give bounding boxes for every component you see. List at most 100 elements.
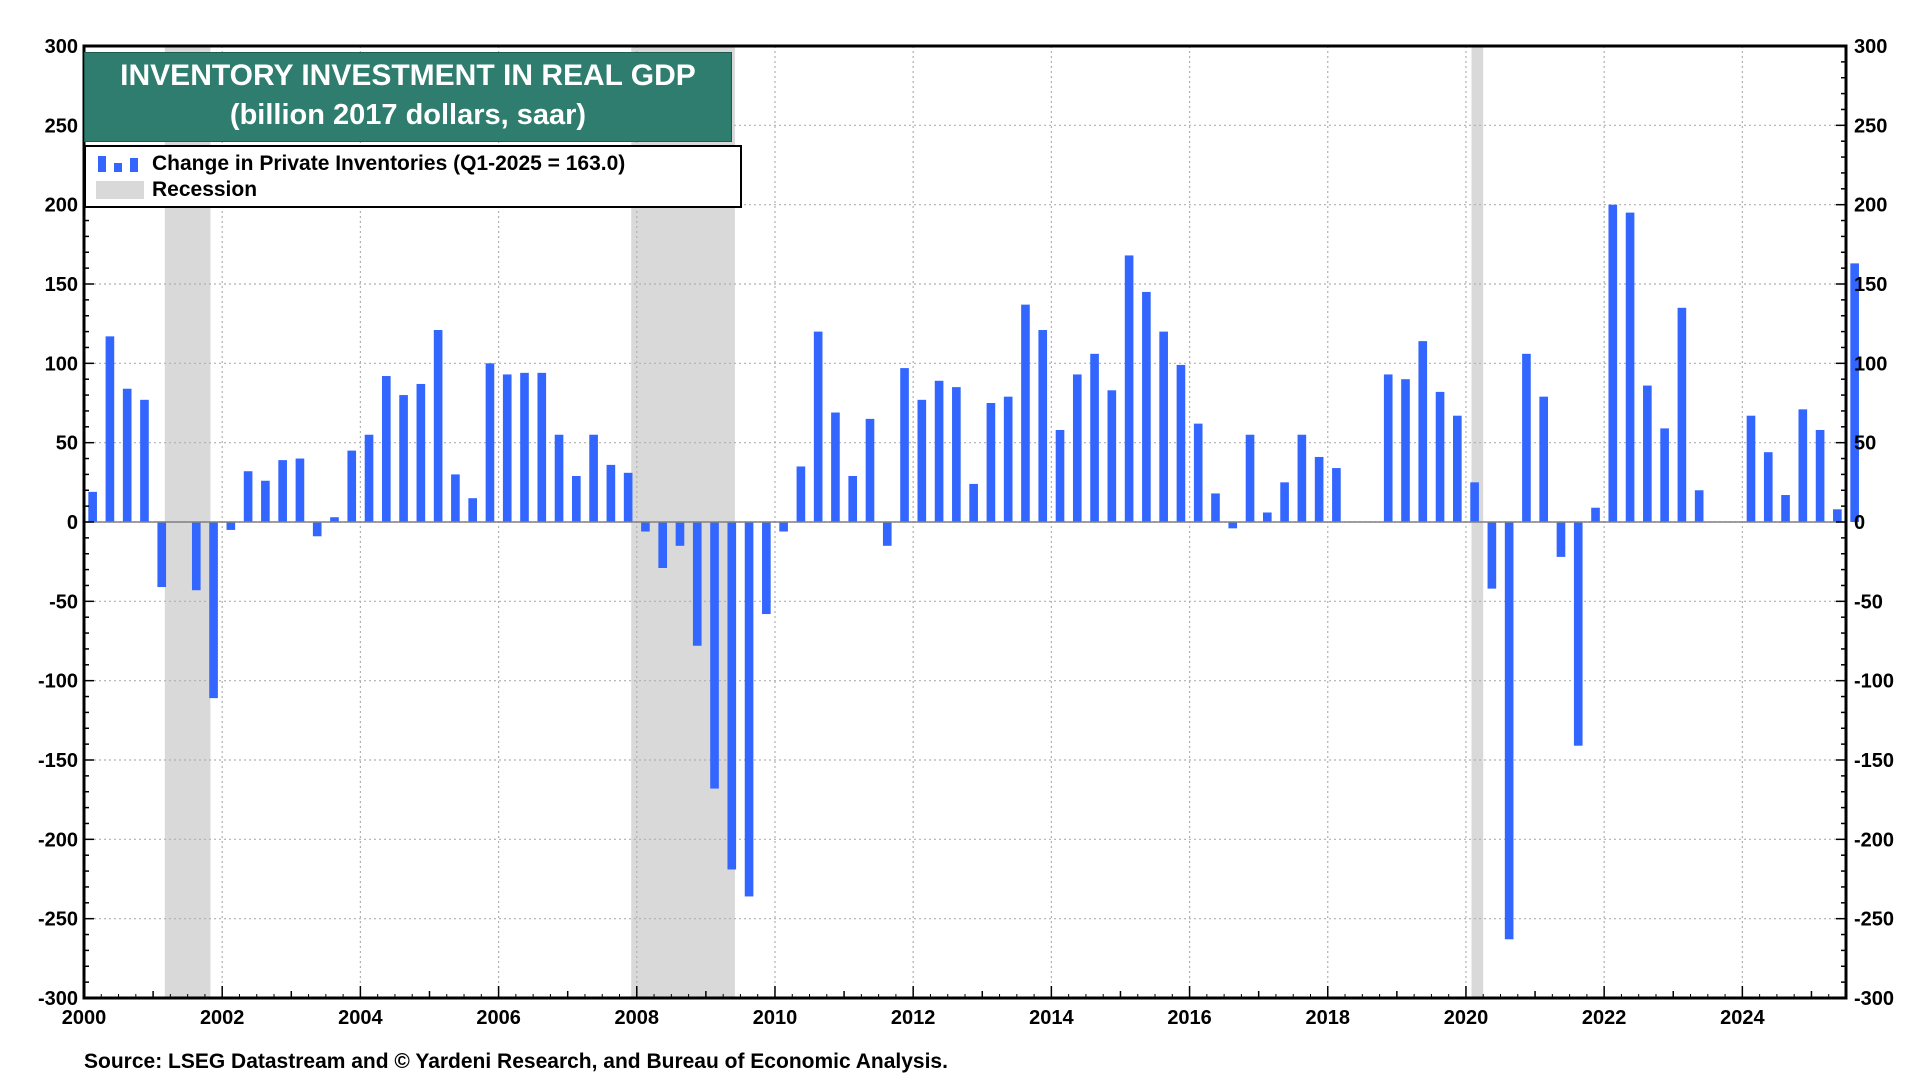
bar-q98 bbox=[1763, 452, 1773, 522]
bar-q16 bbox=[347, 450, 357, 522]
bar-q56 bbox=[1038, 330, 1048, 522]
bar-q18 bbox=[381, 376, 391, 522]
x-tick-label: 2014 bbox=[1029, 1007, 1074, 1029]
legend-recession-label: Recession bbox=[152, 178, 258, 201]
y-tick-label-left: 300 bbox=[45, 36, 78, 58]
bar-q92 bbox=[1660, 428, 1669, 522]
x-tick-label: 2024 bbox=[1720, 1007, 1765, 1029]
bar-q55 bbox=[1021, 304, 1030, 522]
recession-swatch-icon bbox=[96, 181, 144, 199]
bar-q69 bbox=[1262, 512, 1272, 522]
bar-q41 bbox=[779, 522, 788, 532]
x-tick-label: 2010 bbox=[753, 1007, 798, 1029]
y-tick-label-right: 100 bbox=[1854, 353, 1887, 375]
bar-q46 bbox=[865, 418, 875, 522]
bar-q91 bbox=[1643, 385, 1652, 522]
bar-q86 bbox=[1556, 522, 1566, 557]
bar-layer bbox=[88, 204, 1859, 940]
bar-q77 bbox=[1401, 379, 1410, 522]
bar-q3 bbox=[122, 388, 132, 522]
y-tick-label-left: -300 bbox=[38, 988, 78, 1010]
bar-q11 bbox=[261, 480, 270, 522]
x-tick-label: 2012 bbox=[891, 1007, 936, 1029]
bar-q35 bbox=[675, 522, 685, 546]
bar-q72 bbox=[1314, 456, 1324, 522]
bar-q97 bbox=[1746, 415, 1756, 522]
bar-q81 bbox=[1470, 482, 1479, 522]
y-tick-label-right: 50 bbox=[1854, 433, 1876, 455]
bar-q61 bbox=[1124, 255, 1134, 522]
bar-q88 bbox=[1591, 507, 1600, 522]
bar-q5 bbox=[157, 522, 167, 588]
chart-subtitle: (billion 2017 dollars, saar) bbox=[229, 99, 587, 131]
bar-q30 bbox=[589, 434, 598, 522]
y-tick-label-left: 100 bbox=[45, 353, 78, 375]
bar-q20 bbox=[416, 383, 426, 522]
bar-q48 bbox=[900, 368, 909, 522]
bar-q68 bbox=[1245, 434, 1255, 522]
bar-q14 bbox=[312, 522, 322, 537]
y-tick-label-right: 150 bbox=[1854, 274, 1887, 296]
y-tick-label-right: -300 bbox=[1854, 988, 1894, 1010]
bar-q62 bbox=[1142, 291, 1151, 522]
bar-q60 bbox=[1107, 390, 1117, 522]
x-tick-label: 2004 bbox=[338, 1007, 383, 1029]
bar-q8 bbox=[209, 522, 218, 699]
bar-q29 bbox=[572, 475, 581, 522]
bar-q58 bbox=[1072, 374, 1082, 522]
legend-item-recession: Recession bbox=[96, 177, 257, 203]
bar-q73 bbox=[1332, 468, 1341, 522]
y-tick-label-right: -100 bbox=[1854, 671, 1894, 693]
bar-q34 bbox=[658, 522, 668, 569]
bar-q40 bbox=[762, 522, 771, 615]
bar-q26 bbox=[520, 372, 529, 522]
bar-q49 bbox=[917, 399, 927, 522]
bar-q54 bbox=[1003, 396, 1013, 522]
bar-q84 bbox=[1522, 353, 1531, 522]
bar-q17 bbox=[364, 434, 374, 522]
bar-q64 bbox=[1176, 364, 1186, 522]
x-tick-label: 2008 bbox=[615, 1007, 660, 1029]
bar-q99 bbox=[1781, 495, 1790, 522]
bar-q89 bbox=[1608, 204, 1618, 522]
y-tick-label-right: 0 bbox=[1854, 512, 1865, 534]
bar-q44 bbox=[831, 412, 840, 522]
tick-layer bbox=[83, 45, 1846, 999]
bar-q80 bbox=[1453, 415, 1462, 522]
bar-q10 bbox=[243, 471, 253, 522]
bar-q103 bbox=[1850, 263, 1859, 522]
bar-q83 bbox=[1504, 522, 1514, 940]
y-tick-label-right: -150 bbox=[1854, 750, 1894, 772]
y-tick-label-right: -200 bbox=[1854, 829, 1894, 851]
bar-q79 bbox=[1435, 391, 1445, 522]
bar-q7 bbox=[191, 522, 201, 591]
bar-q13 bbox=[295, 458, 305, 522]
bar-q71 bbox=[1297, 434, 1307, 522]
bar-q38 bbox=[727, 522, 737, 870]
source-note: Source: LSEG Datastream and © Yardeni Re… bbox=[84, 1050, 948, 1073]
bar-q19 bbox=[399, 395, 408, 522]
y-tick-label-left: -150 bbox=[38, 750, 78, 772]
bar-q1 bbox=[88, 491, 97, 522]
bar-q24 bbox=[485, 363, 495, 522]
y-tick-label-left: 200 bbox=[45, 195, 78, 217]
y-tick-label-left: 150 bbox=[45, 274, 78, 296]
bar-q67 bbox=[1228, 522, 1238, 529]
chart-title: INVENTORY INVESTMENT IN REAL GDP bbox=[120, 59, 696, 92]
bar-q63 bbox=[1159, 331, 1168, 522]
bar-q37 bbox=[710, 522, 719, 789]
bar-q65 bbox=[1193, 423, 1203, 522]
bar-q27 bbox=[537, 372, 547, 522]
bar-q21 bbox=[433, 330, 443, 522]
chart-title-box: INVENTORY INVESTMENT IN REAL GDP (billio… bbox=[84, 52, 732, 142]
bar-q101 bbox=[1815, 429, 1825, 522]
y-tick-label-right: -50 bbox=[1854, 591, 1883, 613]
x-tick-label: 2020 bbox=[1444, 1007, 1489, 1029]
bar-q70 bbox=[1280, 482, 1289, 522]
x-tick-label: 2000 bbox=[62, 1007, 107, 1029]
bar-q59 bbox=[1090, 353, 1099, 522]
bar-q53 bbox=[986, 403, 996, 522]
y-tick-label-left: -100 bbox=[38, 671, 78, 693]
y-tick-label-right: 300 bbox=[1854, 36, 1887, 58]
bar-swatch-icon bbox=[96, 154, 144, 174]
